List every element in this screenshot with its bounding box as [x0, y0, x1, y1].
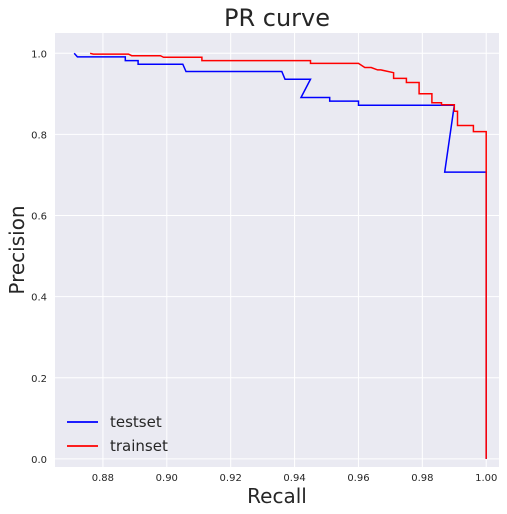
y-tick-labels: 0.0 0.2 0.4 0.6 0.8 1.0	[31, 49, 47, 466]
x-tick-label: 0.94	[283, 473, 305, 484]
x-axis-title: Recall	[247, 484, 307, 508]
x-tick-label: 0.98	[411, 473, 433, 484]
y-tick-label: 0.4	[31, 293, 47, 304]
x-tick-label: 0.90	[156, 473, 178, 484]
series-layer	[73, 52, 487, 459]
y-tick-label: 0.8	[31, 130, 47, 141]
y-axis-title: Precision	[5, 205, 29, 294]
x-tick-label: 1.00	[475, 473, 497, 484]
legend-label-trainset: trainset	[110, 437, 168, 455]
x-tick-label: 0.88	[92, 473, 114, 484]
x-tick-labels: 0.88 0.90 0.92 0.94 0.96 0.98 1.00	[92, 473, 498, 484]
series-line-testset	[73, 52, 487, 459]
y-tick-label: 0.0	[31, 455, 47, 466]
y-tick-label: 0.6	[31, 212, 47, 223]
x-tick-label: 0.92	[220, 473, 242, 484]
grid-lines	[55, 33, 499, 467]
series-line-trainset	[89, 52, 487, 459]
legend-label-testset: testset	[110, 413, 162, 431]
chart-title: PR curve	[224, 4, 330, 32]
legend: testset trainset	[67, 413, 168, 455]
y-tick-label: 0.2	[31, 374, 47, 385]
y-tick-label: 1.0	[31, 49, 47, 60]
x-tick-label: 0.96	[347, 473, 369, 484]
